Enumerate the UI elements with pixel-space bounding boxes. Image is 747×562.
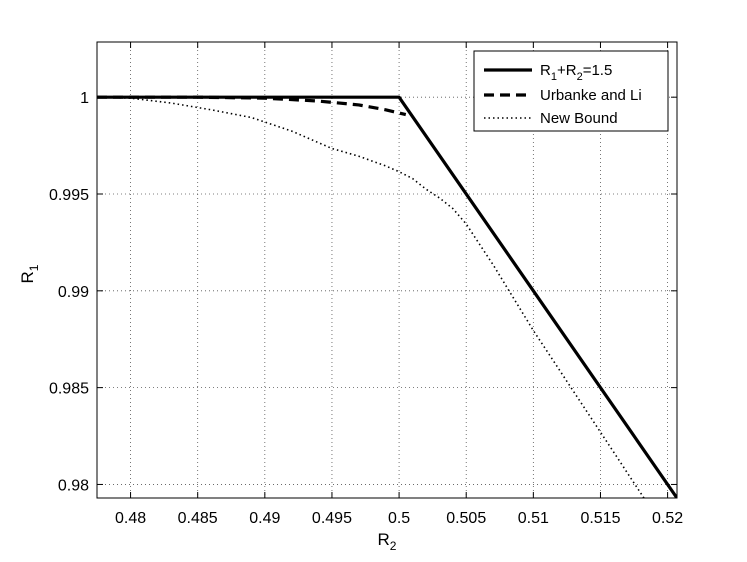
series-line-0	[97, 95, 677, 498]
legend-label-0: R1+R2=1.5	[540, 62, 612, 83]
x-tick-label: 0.48	[115, 510, 146, 527]
grid-layer	[97, 42, 677, 498]
y-tick-label: 0.99	[58, 284, 89, 301]
x-tick-label: 0.49	[249, 510, 280, 527]
legend-label-2: New Bound	[540, 110, 618, 127]
x-tick-label: 0.51	[518, 510, 549, 527]
x-axis-title: R2	[378, 530, 397, 553]
y-axis-title: R1	[18, 264, 41, 283]
y-tick-label: 0.985	[49, 381, 89, 398]
x-tick-label: 0.5	[388, 510, 410, 527]
tick-layer: 0.48 0.485 0.49 0.495 0.5 0.505 0.51 0.515 0.52 0…	[49, 42, 683, 527]
x-tick-label: 0.52	[652, 510, 683, 527]
series-layer	[97, 95, 677, 498]
y-tick-label: 1	[80, 90, 89, 107]
legend-label-1: Urbanke and Li	[540, 87, 642, 104]
axes-box	[96, 41, 678, 499]
x-tick-label: 0.495	[312, 510, 352, 527]
y-tick-label: 0.98	[58, 477, 89, 494]
legend-box	[473, 50, 669, 132]
series-line-1	[97, 95, 407, 117]
series-line-2	[97, 96, 645, 498]
x-tick-label: 0.485	[178, 510, 218, 527]
x-tick-label: 0.515	[580, 510, 620, 527]
legend: R1+R2=1.5 Urbanke and Li New Bound	[473, 50, 669, 132]
x-tick-label: 0.505	[446, 510, 486, 527]
y-tick-label: 0.995	[49, 187, 89, 204]
